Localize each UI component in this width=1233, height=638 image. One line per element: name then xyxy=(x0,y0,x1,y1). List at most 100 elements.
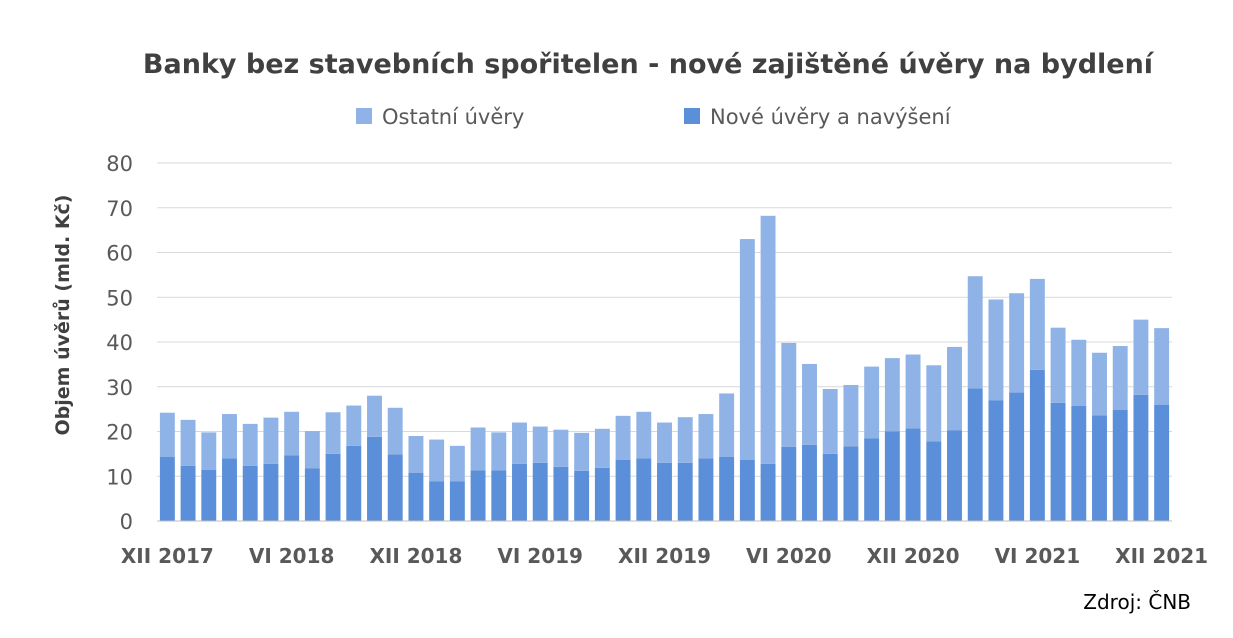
bar-ostatni-uvery xyxy=(491,432,507,471)
bar-nove-uvery xyxy=(1050,402,1066,521)
bar-ostatni-uvery xyxy=(387,407,403,455)
bar-nove-uvery xyxy=(739,459,755,521)
bar-nove-uvery xyxy=(657,462,672,521)
bar-nove-uvery xyxy=(594,467,610,521)
bar-ostatni-uvery xyxy=(1154,328,1170,405)
bar-ostatni-uvery xyxy=(449,445,465,482)
x-tick-label: VI 2018 xyxy=(249,544,335,568)
bar-ostatni-uvery xyxy=(532,426,548,463)
bar-ostatni-uvery xyxy=(615,415,631,460)
bar-nove-uvery xyxy=(615,459,631,521)
bar-ostatni-uvery xyxy=(739,239,755,460)
y-axis-label: Objem úvěrů (mld. Kč) xyxy=(51,195,74,436)
bar-nove-uvery xyxy=(1133,394,1149,521)
bar-nove-uvery xyxy=(905,428,921,521)
bar-nove-uvery xyxy=(822,453,838,522)
bar-ostatni-uvery xyxy=(677,417,693,463)
bar-ostatni-uvery xyxy=(408,435,424,473)
bar-nove-uvery xyxy=(387,454,403,521)
bar-nove-uvery xyxy=(491,470,507,521)
bar-nove-uvery xyxy=(1092,415,1107,521)
bar-nove-uvery xyxy=(180,465,196,521)
bar-ostatni-uvery xyxy=(1071,339,1087,406)
bar-ostatni-uvery xyxy=(781,342,797,447)
bar-ostatni-uvery xyxy=(594,428,610,468)
bar-nove-uvery xyxy=(760,463,776,521)
y-tick-label: 20 xyxy=(106,421,133,445)
bar-ostatni-uvery xyxy=(657,422,672,463)
bar-nove-uvery xyxy=(512,463,527,521)
x-tick-label: VI 2020 xyxy=(746,544,832,568)
bar-ostatni-uvery xyxy=(636,411,652,459)
bar-ostatni-uvery xyxy=(1029,278,1045,370)
bar-ostatni-uvery xyxy=(242,423,258,466)
bar-nove-uvery xyxy=(677,462,693,521)
bar-ostatni-uvery xyxy=(180,419,196,466)
bar-ostatni-uvery xyxy=(905,354,921,429)
bar-ostatni-uvery xyxy=(222,414,237,459)
legend-swatch-nove xyxy=(684,108,700,124)
bar-ostatni-uvery xyxy=(1133,319,1149,395)
bar-nove-uvery xyxy=(1029,369,1045,521)
y-tick-label: 80 xyxy=(106,152,133,176)
bar-ostatni-uvery xyxy=(967,276,983,389)
bar-ostatni-uvery xyxy=(325,412,341,454)
legend: Ostatní úvěry Nové úvěry a navýšení xyxy=(356,105,952,129)
bar-nove-uvery xyxy=(222,458,237,521)
bar-nove-uvery xyxy=(636,458,652,521)
bars xyxy=(159,215,1170,522)
bar-nove-uvery xyxy=(926,441,942,521)
bar-ostatni-uvery xyxy=(159,412,175,457)
bar-ostatni-uvery xyxy=(346,405,362,446)
bar-nove-uvery xyxy=(781,446,797,521)
y-tick-label: 50 xyxy=(106,286,133,310)
bar-nove-uvery xyxy=(967,388,983,521)
bar-nove-uvery xyxy=(325,453,341,522)
bar-ostatni-uvery xyxy=(1112,346,1128,411)
x-tick-label: XII 2018 xyxy=(369,544,462,568)
bar-nove-uvery xyxy=(408,472,424,521)
source-note: Zdroj: ČNB xyxy=(1083,590,1191,614)
legend-swatch-ostatni xyxy=(356,108,372,124)
bar-ostatni-uvery xyxy=(263,417,279,464)
bar-nove-uvery xyxy=(263,463,279,521)
bar-nove-uvery xyxy=(242,465,258,521)
y-tick-label: 0 xyxy=(120,510,133,534)
bar-nove-uvery xyxy=(367,436,382,521)
bar-ostatni-uvery xyxy=(884,358,900,432)
x-tick-label: XII 2020 xyxy=(867,544,960,568)
bar-nove-uvery xyxy=(698,458,714,521)
bar-nove-uvery xyxy=(304,468,320,521)
bar-ostatni-uvery xyxy=(1092,352,1107,416)
bar-nove-uvery xyxy=(988,400,1004,521)
bar-nove-uvery xyxy=(843,446,859,521)
bar-ostatni-uvery xyxy=(864,366,880,439)
y-tick-label: 40 xyxy=(106,331,133,355)
bar-nove-uvery xyxy=(470,470,486,521)
bar-nove-uvery xyxy=(719,457,735,521)
bar-nove-uvery xyxy=(1154,404,1170,521)
bar-ostatni-uvery xyxy=(947,346,962,431)
bar-nove-uvery xyxy=(1009,392,1025,521)
bar-nove-uvery xyxy=(1112,410,1128,521)
bar-nove-uvery xyxy=(284,455,300,521)
bar-nove-uvery xyxy=(346,445,362,521)
y-axis-ticks: 0 10 20 30 40 50 60 70 80 xyxy=(106,152,133,534)
bar-ostatni-uvery xyxy=(843,384,859,447)
bar-ostatni-uvery xyxy=(512,422,527,464)
y-tick-label: 70 xyxy=(106,197,133,221)
legend-label-nove: Nové úvěry a navýšení xyxy=(710,105,952,129)
bar-ostatni-uvery xyxy=(284,411,300,456)
legend-label-ostatni: Ostatní úvěry xyxy=(382,105,524,129)
bar-ostatni-uvery xyxy=(553,429,569,467)
bar-nove-uvery xyxy=(532,462,548,521)
x-axis-ticks: XII 2017 VI 2018 XII 2018 VI 2019 XII 2019 VI… xyxy=(121,544,1208,568)
y-tick-label: 60 xyxy=(106,242,133,266)
bar-nove-uvery xyxy=(553,466,569,521)
bar-nove-uvery xyxy=(159,457,175,521)
x-tick-label: XII 2021 xyxy=(1115,544,1208,568)
x-tick-label: XII 2019 xyxy=(618,544,711,568)
bar-nove-uvery xyxy=(884,431,900,521)
bar-ostatni-uvery xyxy=(429,439,445,482)
